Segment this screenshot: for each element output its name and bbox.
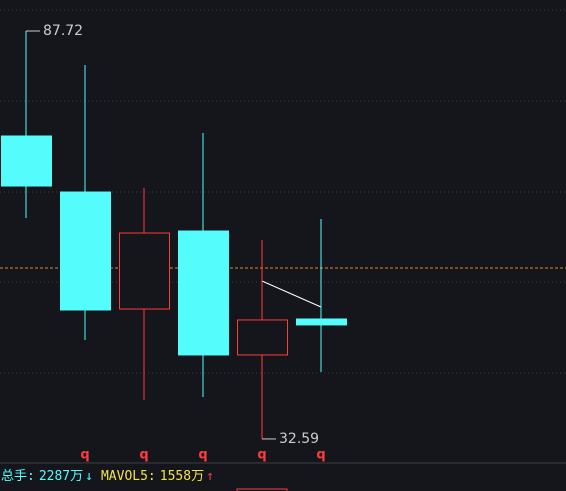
- signal-marker: q: [257, 448, 266, 463]
- candle-body: [60, 191, 111, 311]
- mavol-trend: ↑: [206, 469, 214, 484]
- candle-body: [237, 319, 288, 356]
- low-label: 32.59: [279, 431, 319, 447]
- candle-body: [178, 230, 229, 356]
- signal-marker: q: [80, 448, 89, 463]
- candle-body: [296, 318, 347, 326]
- mavol-label: MAVOL5:: [101, 469, 156, 484]
- signal-marker: q: [316, 448, 325, 463]
- volume-bar-partial: [236, 488, 288, 491]
- volume-value: 2287万: [39, 469, 83, 484]
- signal-marker: q: [139, 448, 148, 463]
- indicator-line: [261, 280, 322, 308]
- volume-label: 总手:: [1, 469, 35, 484]
- mavol-value: 1558万: [160, 469, 204, 484]
- high-label: 87.72: [43, 23, 83, 39]
- volume-trend: ↓: [85, 469, 93, 484]
- signal-marker: q: [198, 448, 207, 463]
- candle-body: [1, 135, 52, 187]
- candle-body: [119, 232, 170, 310]
- volume-footer: 总手: 2287万 ↓ MAVOL5: 1558万 ↑: [1, 469, 214, 484]
